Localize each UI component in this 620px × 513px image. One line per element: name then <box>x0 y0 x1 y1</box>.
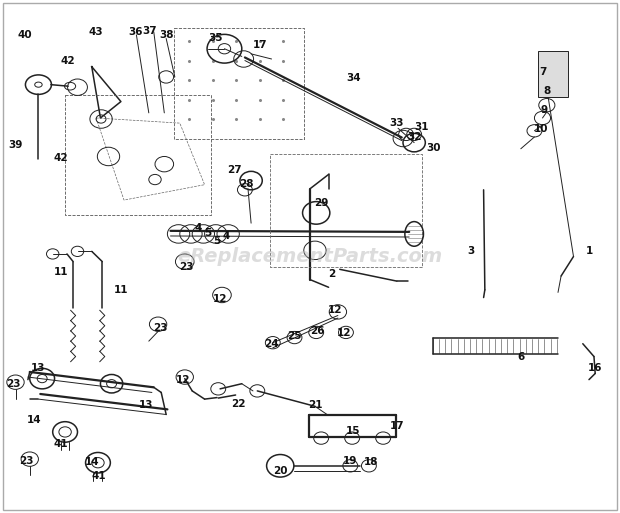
Text: 8: 8 <box>543 86 551 96</box>
Text: 13: 13 <box>138 400 153 410</box>
Text: 11: 11 <box>53 267 68 277</box>
Text: 14: 14 <box>84 457 99 467</box>
Text: 10: 10 <box>533 124 548 134</box>
Text: 9: 9 <box>541 105 548 115</box>
Text: 5: 5 <box>204 228 211 239</box>
Text: 5: 5 <box>213 236 221 246</box>
Text: 25: 25 <box>287 331 302 341</box>
Text: 42: 42 <box>53 153 68 163</box>
Text: 22: 22 <box>231 399 246 409</box>
Text: 32: 32 <box>407 132 422 143</box>
Text: 1: 1 <box>585 246 593 256</box>
Text: 43: 43 <box>89 27 104 37</box>
Text: 29: 29 <box>314 198 329 208</box>
Text: 12: 12 <box>175 374 190 385</box>
Text: 16: 16 <box>588 363 603 373</box>
Text: 21: 21 <box>308 400 322 410</box>
Text: 40: 40 <box>17 30 32 40</box>
Text: 2: 2 <box>328 269 335 280</box>
Text: 39: 39 <box>8 140 23 150</box>
Text: 13: 13 <box>31 363 46 373</box>
Text: 3: 3 <box>467 246 475 256</box>
Text: 34: 34 <box>346 73 361 83</box>
Text: 15: 15 <box>346 426 361 436</box>
Text: 27: 27 <box>227 165 242 175</box>
Text: 26: 26 <box>310 326 325 336</box>
Text: 36: 36 <box>128 27 143 37</box>
Text: 4: 4 <box>223 231 230 241</box>
Text: 23: 23 <box>179 262 193 272</box>
Text: 14: 14 <box>27 415 42 425</box>
Text: 17: 17 <box>389 421 404 431</box>
Text: 12: 12 <box>337 328 352 339</box>
Text: 7: 7 <box>539 67 546 77</box>
Text: 38: 38 <box>159 30 174 40</box>
Text: 20: 20 <box>273 466 288 476</box>
Text: 23: 23 <box>6 379 21 389</box>
Bar <box>538 51 568 97</box>
Text: 33: 33 <box>389 118 404 128</box>
Text: 35: 35 <box>208 33 223 44</box>
Text: 41: 41 <box>92 471 107 481</box>
Text: 12: 12 <box>213 293 228 304</box>
Text: 4: 4 <box>195 223 202 233</box>
Text: 11: 11 <box>113 285 128 295</box>
Text: 24: 24 <box>264 339 279 349</box>
Text: 31: 31 <box>414 122 429 132</box>
Text: 6: 6 <box>517 351 525 362</box>
Text: 23: 23 <box>153 323 167 333</box>
Text: 23: 23 <box>19 456 33 466</box>
Text: 41: 41 <box>53 439 68 449</box>
Text: eReplacementParts.com: eReplacementParts.com <box>177 247 443 266</box>
Text: 19: 19 <box>343 456 358 466</box>
Text: 17: 17 <box>253 40 268 50</box>
Text: 30: 30 <box>427 143 441 153</box>
Text: 28: 28 <box>239 179 254 189</box>
Text: 18: 18 <box>363 457 378 467</box>
Text: 42: 42 <box>61 55 76 66</box>
Text: 37: 37 <box>143 26 157 36</box>
Text: 12: 12 <box>327 305 342 315</box>
